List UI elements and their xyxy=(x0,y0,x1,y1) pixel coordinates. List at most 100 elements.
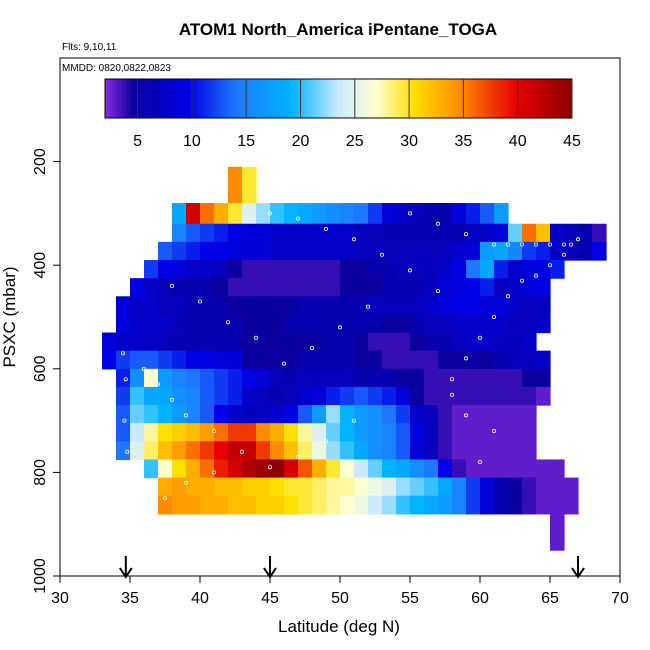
heatmap-cell xyxy=(438,296,453,316)
heatmap-cell xyxy=(354,203,369,222)
heatmap-cell xyxy=(396,278,411,297)
sample-marker xyxy=(491,428,496,433)
heatmap-cell xyxy=(410,241,425,261)
heatmap-cell xyxy=(270,441,285,461)
heatmap-cell xyxy=(466,203,481,222)
sample-marker xyxy=(162,496,167,501)
heatmap-cell xyxy=(452,241,467,261)
heatmap-cell xyxy=(172,314,187,334)
heatmap-cell xyxy=(522,296,537,316)
heatmap-cell xyxy=(522,241,537,261)
heatmap-cell xyxy=(312,423,327,442)
heatmap-cell xyxy=(256,260,271,279)
heatmap-cell xyxy=(340,223,355,243)
heatmap-cell xyxy=(228,223,243,243)
heatmap-cell xyxy=(228,386,243,406)
sample-marker xyxy=(365,304,370,309)
heatmap-cell xyxy=(382,368,397,388)
heatmap-cell xyxy=(424,260,439,279)
heatmap-cell xyxy=(144,459,159,479)
heatmap-cell xyxy=(256,241,271,261)
heatmap-cell xyxy=(130,386,145,406)
flight-arrow-head xyxy=(571,567,585,579)
heatmap-cell xyxy=(298,223,313,243)
heatmap-cell xyxy=(424,477,439,497)
colorbar-tick-label: 45 xyxy=(563,133,581,150)
heatmap-cell xyxy=(438,423,453,442)
heatmap-cell xyxy=(494,223,509,243)
sample-marker xyxy=(505,294,510,299)
heatmap-cell xyxy=(270,332,285,352)
heatmap-cell xyxy=(410,296,425,316)
heatmap-cell xyxy=(536,223,551,243)
heatmap-cell xyxy=(326,203,341,222)
heatmap-cell xyxy=(592,241,607,261)
heatmap-cell xyxy=(564,223,579,243)
heatmap-cell xyxy=(326,423,341,442)
colorbar-ticks: 5 10 15 20 25 30 35 40 45 xyxy=(133,79,581,150)
heatmap-cell xyxy=(186,223,201,243)
heatmap-cell xyxy=(228,184,243,204)
heatmap-cell xyxy=(452,459,467,479)
heatmap-cell xyxy=(186,332,201,352)
heatmap-cell xyxy=(396,296,411,316)
heatmap-cell xyxy=(284,405,299,424)
x-tick-label: 55 xyxy=(401,590,419,607)
heatmap-cell xyxy=(186,495,201,515)
colorbar-tick-label: 15 xyxy=(237,133,255,150)
sample-marker xyxy=(463,356,468,361)
sample-marker xyxy=(309,346,314,351)
heatmap-cell xyxy=(382,296,397,316)
heatmap-cell xyxy=(368,459,383,479)
sample-marker xyxy=(435,289,440,294)
heatmap-cell xyxy=(326,477,341,497)
heatmap-cell xyxy=(522,350,537,370)
heatmap-cell xyxy=(312,332,327,352)
heatmap-cell xyxy=(382,495,397,515)
heatmap-cell xyxy=(424,405,439,424)
heatmap-cell xyxy=(396,260,411,279)
heatmap-cell xyxy=(298,314,313,334)
heatmap-cell xyxy=(144,296,159,316)
heatmap-cell xyxy=(270,495,285,515)
heatmap-cell xyxy=(368,314,383,334)
heatmap-cell xyxy=(214,441,229,461)
heatmap-cell xyxy=(172,296,187,316)
heatmap-cell xyxy=(214,350,229,370)
colorbar-tick-label: 5 xyxy=(133,133,142,150)
heatmap-cell xyxy=(242,350,257,370)
heatmap-cell xyxy=(452,386,467,406)
heatmap-cell xyxy=(508,477,523,497)
heatmap-cell xyxy=(368,477,383,497)
heatmap-cell xyxy=(522,495,537,515)
heatmap-cell xyxy=(270,314,285,334)
heatmap-cell xyxy=(116,441,131,461)
heatmap-cell xyxy=(326,241,341,261)
heatmap-cell xyxy=(508,332,523,352)
heatmap-cell xyxy=(312,350,327,370)
heatmap-cell xyxy=(396,368,411,388)
heatmap-cell xyxy=(396,386,411,406)
heatmap-cell xyxy=(228,405,243,424)
heatmap-cell xyxy=(172,495,187,515)
sample-marker xyxy=(548,242,553,247)
heatmap-cell xyxy=(410,423,425,442)
heatmap-cell xyxy=(480,459,495,479)
heatmap-cell xyxy=(452,203,467,222)
sample-marker xyxy=(295,454,300,459)
heatmap-cell xyxy=(452,477,467,497)
heatmap-cell xyxy=(508,495,523,515)
heatmap-cell xyxy=(256,278,271,297)
heatmap-cell xyxy=(214,314,229,334)
heatmap-cell xyxy=(172,241,187,261)
heatmap-cell xyxy=(270,241,285,261)
heatmap-cell xyxy=(452,314,467,334)
colorbar-tick-label: 30 xyxy=(400,133,418,150)
sample-marker xyxy=(211,428,216,433)
heatmap-cell xyxy=(284,477,299,497)
heatmap-cell xyxy=(326,332,341,352)
heatmap-cell xyxy=(270,368,285,388)
heatmap-cell xyxy=(172,405,187,424)
heatmap-cell xyxy=(354,260,369,279)
heatmap-cell xyxy=(508,241,523,261)
